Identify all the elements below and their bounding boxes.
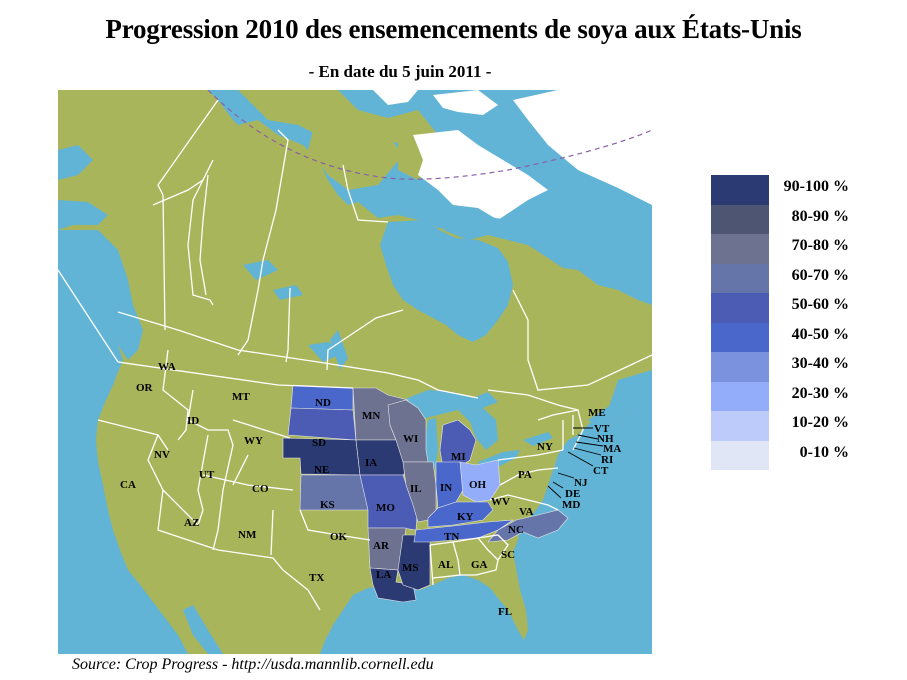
state-label-ok: OK — [330, 531, 348, 543]
legend-swatch — [711, 352, 769, 382]
chart-title: Progression 2010 des ensemencements de s… — [105, 14, 802, 44]
lake-huron — [458, 408, 498, 450]
state-label-ky: KY — [457, 511, 474, 523]
legend-label: 90-100 % — [783, 178, 849, 195]
state-label-ny: NY — [537, 441, 553, 453]
state-label-ca: CA — [120, 479, 136, 491]
legend-label: 70-80 % — [791, 237, 849, 254]
state-label-or: OR — [136, 382, 154, 394]
state-label-ri: RI — [601, 454, 613, 466]
state-label-nm: NM — [238, 529, 257, 541]
legend-label: 10-20 % — [791, 414, 849, 431]
legend-swatch — [711, 293, 769, 323]
state-label-md: MD — [562, 499, 580, 511]
state-label-tn: TN — [444, 531, 459, 543]
state-label-nc: NC — [508, 524, 524, 536]
legend-label: 20-30 % — [791, 384, 849, 402]
state-label-ms: MS — [402, 562, 419, 574]
legend-swatch — [711, 175, 769, 205]
state-label-de: DE — [565, 488, 580, 500]
state-label-mt: MT — [232, 391, 250, 403]
state-label-nh: NH — [597, 433, 614, 445]
state-label-al: AL — [438, 559, 453, 571]
state-label-wy: WY — [244, 435, 263, 447]
state-label-ct: CT — [593, 465, 609, 477]
greenland — [513, 90, 652, 205]
state-label-nv: NV — [154, 449, 170, 461]
legend-swatch — [711, 204, 769, 234]
state-label-wa: WA — [158, 361, 176, 373]
state-label-ut: UT — [199, 469, 215, 481]
state-label-tx: TX — [309, 572, 324, 584]
state-label-mo: MO — [376, 502, 395, 514]
map: WA OR CA ID NV MT WY UT AZ CO NM ND SD N… — [58, 90, 652, 654]
state-label-ne: NE — [314, 464, 329, 476]
state-label-oh: OH — [469, 479, 487, 491]
state-label-in: IN — [440, 482, 452, 494]
hudson-bay — [380, 220, 513, 342]
source-note: Source: Crop Progress - http://usda.mann… — [72, 656, 434, 673]
legend-label: 40-50 % — [791, 325, 849, 343]
state-label-ia: IA — [365, 457, 377, 469]
legend-swatch — [711, 234, 769, 264]
state-label-sd: SD — [312, 437, 326, 449]
state-label-vt: VT — [594, 423, 610, 435]
legend-swatch — [711, 440, 769, 470]
legend-swatch — [711, 411, 769, 441]
state-label-wi: WI — [403, 433, 418, 445]
state-labels: WA OR CA ID NV MT WY UT AZ CO NM ND SD N… — [120, 361, 621, 618]
state-label-il: IL — [410, 483, 422, 495]
legend-label: 0-10 % — [799, 443, 849, 461]
state-label-mi: MI — [451, 451, 466, 463]
legend-label: 50-60 % — [791, 296, 849, 313]
state-label-fl: FL — [498, 606, 512, 618]
north-america-land — [58, 90, 652, 654]
state-label-pa: PA — [518, 469, 532, 481]
colored-states — [282, 384, 569, 603]
legend-label: 60-70 % — [791, 266, 849, 284]
state-label-va: VA — [519, 506, 534, 518]
arctic-circle-line — [207, 90, 652, 180]
legend-swatch — [711, 381, 769, 411]
borders — [58, 99, 652, 611]
state-label-az: AZ — [184, 517, 199, 529]
state-label-mn: MN — [362, 410, 380, 422]
state-label-nd: ND — [315, 397, 331, 409]
gulf-of-mexico — [320, 580, 528, 654]
state-label-la: LA — [376, 569, 391, 581]
legend-swatch — [711, 263, 769, 293]
state-label-me: ME — [588, 407, 606, 419]
state-label-ma: MA — [603, 443, 621, 455]
lake-superior — [398, 390, 498, 420]
leader-lines — [547, 427, 604, 499]
legend-label: 30-40 % — [791, 355, 849, 372]
state-label-ar: AR — [373, 540, 390, 552]
state-label-sc: SC — [501, 549, 515, 561]
legend-label: 80-90 % — [791, 207, 849, 225]
chart-subtitle: - En date du 5 juin 2011 - — [308, 62, 492, 81]
state-label-nj: NJ — [574, 477, 588, 489]
state-label-id: ID — [187, 415, 199, 427]
state-label-co: CO — [252, 483, 269, 495]
state-label-ga: GA — [471, 559, 488, 571]
lake-ontario — [523, 432, 553, 446]
legend-swatch — [711, 322, 769, 352]
state-label-wv: WV — [491, 496, 510, 508]
state-label-ks: KS — [320, 499, 335, 511]
